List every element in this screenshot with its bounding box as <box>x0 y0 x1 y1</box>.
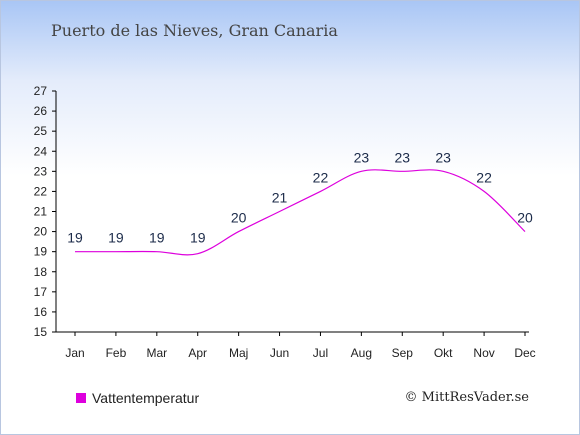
data-label: 19 <box>67 230 83 246</box>
y-tick-label: 24 <box>34 144 48 158</box>
x-tick-label: Jan <box>65 346 84 360</box>
y-tick-label: 17 <box>34 285 48 299</box>
x-tick-label: Dec <box>514 346 535 360</box>
x-tick-label: Apr <box>188 346 207 360</box>
x-tick-label: Sep <box>392 346 414 360</box>
y-tick-label: 27 <box>34 84 48 98</box>
data-label: 23 <box>435 149 451 165</box>
data-label: 20 <box>231 210 247 226</box>
legend-label: Vattentemperatur <box>92 390 200 406</box>
y-tick-label: 22 <box>34 184 48 198</box>
data-label: 23 <box>394 149 410 165</box>
data-label: 20 <box>517 210 533 226</box>
chart-title: Puerto de las Nieves, Gran Canaria <box>51 21 338 40</box>
data-label: 23 <box>354 149 370 165</box>
y-tick-label: 23 <box>34 164 48 178</box>
x-tick-label: Mar <box>146 346 167 360</box>
y-tick-label: 15 <box>34 325 48 339</box>
legend: Vattentemperatur <box>76 390 199 406</box>
x-tick-label: Jul <box>313 346 328 360</box>
y-tick-label: 25 <box>34 124 48 138</box>
x-tick-label: Feb <box>106 346 127 360</box>
data-label: 22 <box>313 169 329 185</box>
x-tick-label: Aug <box>351 346 372 360</box>
x-tick-label: Okt <box>434 346 453 360</box>
y-tick-label: 18 <box>34 265 48 279</box>
y-tick-label: 19 <box>34 245 48 259</box>
copyright-text: © MittResVader.se <box>404 390 529 405</box>
y-tick-label: 16 <box>34 305 48 319</box>
x-tick-label: Jun <box>270 346 289 360</box>
data-label: 19 <box>149 230 165 246</box>
data-label: 19 <box>108 230 124 246</box>
y-tick-label: 20 <box>34 225 48 239</box>
data-label: 21 <box>272 190 288 206</box>
x-tick-label: Nov <box>473 346 494 360</box>
legend-swatch <box>76 393 86 403</box>
y-tick-label: 21 <box>34 205 48 219</box>
x-tick-label: Maj <box>229 346 248 360</box>
data-label: 22 <box>476 169 492 185</box>
series-line-vattentemperatur <box>74 169 526 256</box>
y-tick-label: 26 <box>34 104 48 118</box>
data-label: 19 <box>190 230 206 246</box>
